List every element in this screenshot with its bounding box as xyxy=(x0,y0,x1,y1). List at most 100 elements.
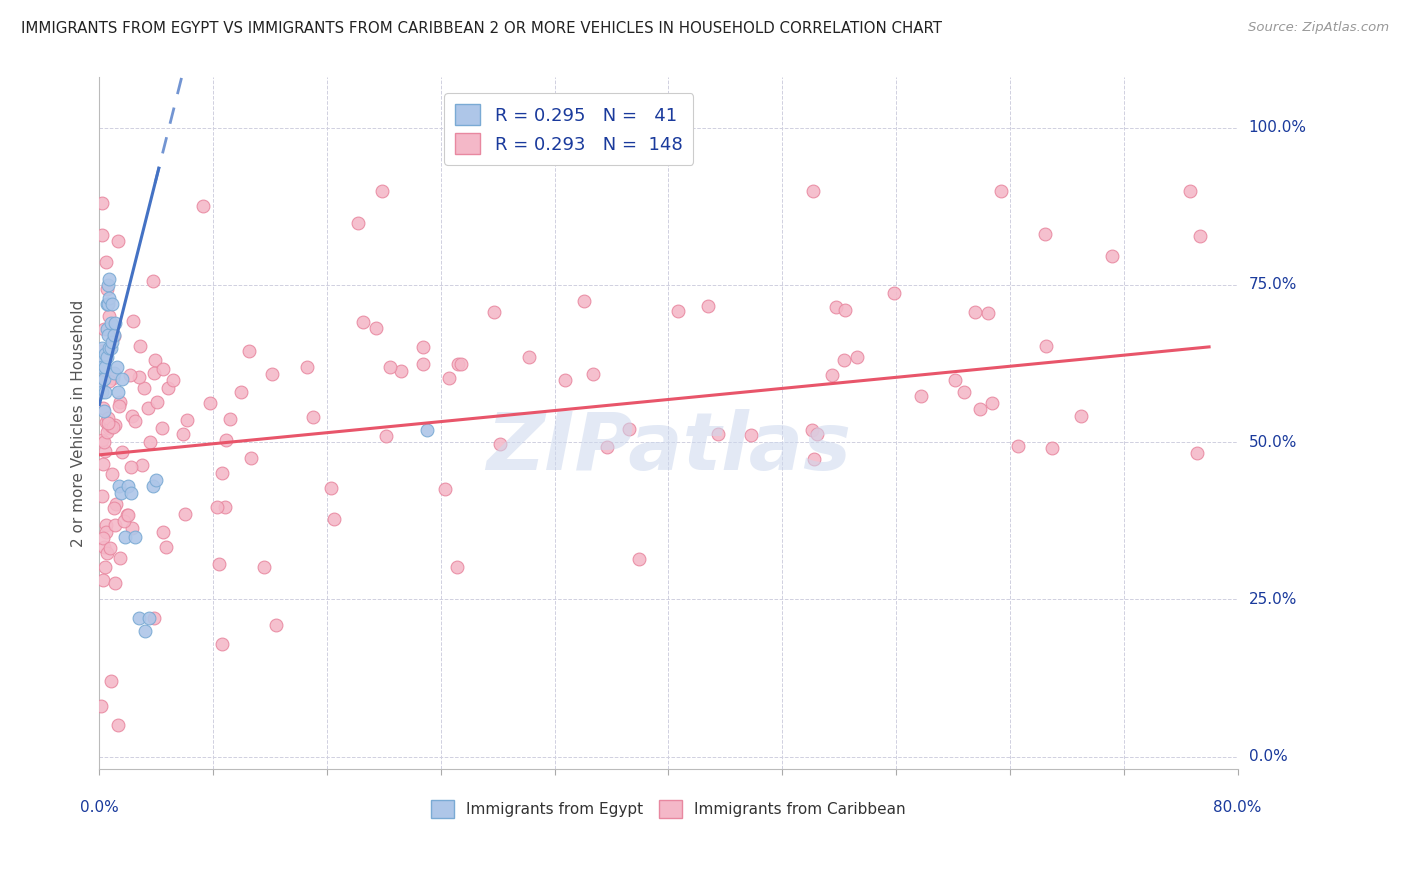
Point xyxy=(94,359,117,374)
Point xyxy=(447,357,470,371)
Point xyxy=(207,557,229,571)
Point xyxy=(97,278,120,293)
Point xyxy=(104,316,127,330)
Point xyxy=(981,396,1004,410)
Point xyxy=(162,372,184,386)
Point xyxy=(446,559,468,574)
Text: 100.0%: 100.0% xyxy=(1249,120,1306,136)
Point xyxy=(211,636,233,650)
Point xyxy=(91,384,114,399)
Point xyxy=(1035,339,1057,353)
Point xyxy=(155,540,177,554)
Point xyxy=(96,546,118,560)
Legend: Immigrants from Egypt, Immigrants from Caribbean: Immigrants from Egypt, Immigrants from C… xyxy=(425,794,911,824)
Point xyxy=(91,341,114,355)
Point xyxy=(124,414,146,428)
Point xyxy=(943,373,966,387)
Point xyxy=(110,485,132,500)
Point xyxy=(138,611,160,625)
Point xyxy=(910,389,932,403)
Point xyxy=(845,350,868,364)
Point xyxy=(219,412,242,426)
Point xyxy=(120,485,142,500)
Point xyxy=(103,328,125,343)
Point xyxy=(364,320,387,334)
Point xyxy=(97,416,120,430)
Point xyxy=(581,368,603,382)
Point xyxy=(93,322,115,336)
Point xyxy=(152,361,174,376)
Point xyxy=(157,381,180,395)
Point xyxy=(415,423,437,437)
Point xyxy=(94,443,117,458)
Point xyxy=(134,381,156,395)
Point xyxy=(104,576,127,591)
Point xyxy=(112,514,135,528)
Point xyxy=(107,384,129,399)
Point xyxy=(91,573,114,587)
Point xyxy=(832,353,855,368)
Point xyxy=(98,271,121,285)
Point xyxy=(103,366,125,380)
Point xyxy=(696,299,718,313)
Point xyxy=(252,559,274,574)
Point xyxy=(1101,249,1123,263)
Point xyxy=(108,479,131,493)
Point xyxy=(262,367,284,381)
Point xyxy=(101,297,124,311)
Point xyxy=(380,360,402,375)
Point xyxy=(97,309,120,323)
Point xyxy=(371,184,394,198)
Point xyxy=(229,384,252,399)
Point xyxy=(98,341,121,355)
Point xyxy=(128,611,150,625)
Point xyxy=(142,479,165,493)
Point xyxy=(101,371,124,385)
Point xyxy=(110,395,132,409)
Y-axis label: 2 or more Vehicles in Household: 2 or more Vehicles in Household xyxy=(72,300,86,547)
Point xyxy=(301,410,323,425)
Point xyxy=(433,482,456,496)
Point xyxy=(172,427,194,442)
Point xyxy=(554,373,576,387)
Point xyxy=(90,344,112,359)
Text: 0.0%: 0.0% xyxy=(1249,749,1288,764)
Point xyxy=(100,341,122,355)
Point xyxy=(990,184,1012,198)
Point xyxy=(191,199,214,213)
Point xyxy=(801,423,824,437)
Point xyxy=(98,541,121,556)
Point xyxy=(139,434,162,449)
Point xyxy=(90,376,112,390)
Point xyxy=(94,560,117,574)
Point xyxy=(117,508,139,522)
Point xyxy=(825,301,848,315)
Point xyxy=(100,419,122,434)
Text: 25.0%: 25.0% xyxy=(1249,592,1296,607)
Point xyxy=(100,674,122,689)
Point xyxy=(114,530,136,544)
Point xyxy=(97,328,120,343)
Point xyxy=(1070,409,1092,423)
Point xyxy=(105,497,128,511)
Text: Source: ZipAtlas.com: Source: ZipAtlas.com xyxy=(1249,21,1389,34)
Point xyxy=(146,394,169,409)
Point xyxy=(97,297,120,311)
Point xyxy=(142,611,165,625)
Point xyxy=(412,357,434,371)
Point xyxy=(412,340,434,354)
Point xyxy=(239,451,262,466)
Point xyxy=(347,216,370,230)
Point xyxy=(969,401,991,416)
Point xyxy=(198,396,221,410)
Point xyxy=(1185,446,1208,460)
Point xyxy=(142,275,165,289)
Text: 50.0%: 50.0% xyxy=(1249,434,1296,450)
Point xyxy=(105,359,128,374)
Point xyxy=(107,718,129,732)
Point xyxy=(145,473,167,487)
Point xyxy=(821,368,844,383)
Point xyxy=(806,427,828,442)
Point xyxy=(740,428,762,442)
Point xyxy=(90,196,112,211)
